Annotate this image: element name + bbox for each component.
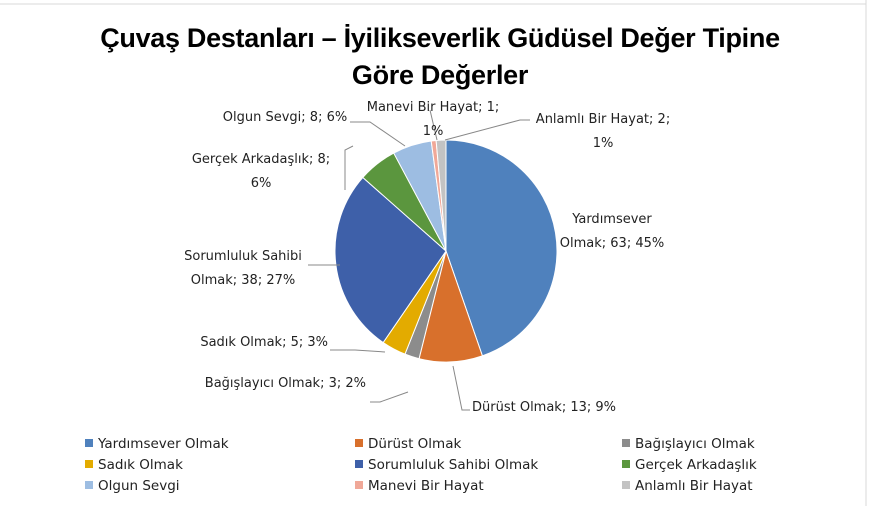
legend-swatch <box>355 439 363 447</box>
legend-swatch <box>622 481 630 489</box>
legend-swatch <box>85 481 93 489</box>
pie-slice <box>445 139 558 357</box>
legend-item: Manevi Bir Hayat <box>355 478 484 494</box>
legend-swatch <box>622 460 630 468</box>
legend-item: Yardımsever Olmak <box>85 436 229 452</box>
legend-item: Gerçek Arkadaşlık <box>622 457 757 473</box>
data-label: Olgun Sevgi; 8; 6% <box>222 110 348 125</box>
legend-label: Sorumluluk Sahibi Olmak <box>368 457 539 473</box>
legend-label: Dürüst Olmak <box>368 436 462 452</box>
legend-item: Sadık Olmak <box>85 457 183 473</box>
legend-item: Sorumluluk Sahibi Olmak <box>355 457 538 473</box>
legend-swatch <box>85 460 93 468</box>
legend-label: Bağışlayıcı Olmak <box>635 436 755 452</box>
legend-label: Anlamlı Bir Hayat <box>635 478 753 494</box>
leader-lines <box>308 109 530 411</box>
data-label: Manevi Bir Hayat; 1; 1% <box>366 100 500 139</box>
pie <box>334 139 558 363</box>
legend-item: Bağışlayıcı Olmak <box>622 436 755 452</box>
legend-item: Dürüst Olmak <box>355 436 461 452</box>
data-label: Anlamlı Bir Hayat; 2; 1% <box>535 112 671 151</box>
data-label: Yardımsever Olmak; 63; 45% <box>559 212 665 251</box>
data-label: Dürüst Olmak; 13; 9% <box>472 400 617 415</box>
data-label: Bağışlayıcı Olmak; 3; 2% <box>204 376 366 391</box>
legend-swatch <box>355 481 363 489</box>
legend-label: Manevi Bir Hayat <box>368 478 484 494</box>
legend-label: Olgun Sevgi <box>98 478 180 494</box>
legend-item: Anlamlı Bir Hayat <box>622 478 753 494</box>
legend-swatch <box>355 460 363 468</box>
legend-label: Sadık Olmak <box>98 457 183 473</box>
legend-swatch <box>85 439 93 447</box>
legend-item: Olgun Sevgi <box>85 478 180 494</box>
data-label: Sadık Olmak; 5; 3% <box>200 335 328 350</box>
legend-swatch <box>622 439 630 447</box>
chart-title: Çuvaş Destanları – İyilikseverlik Güdüse… <box>100 23 780 90</box>
legend-label: Gerçek Arkadaşlık <box>635 457 757 473</box>
data-label: Sorumluluk Sahibi Olmak; 38; 27% <box>184 249 302 288</box>
data-label: Gerçek Arkadaşlık; 8; 6% <box>191 152 331 191</box>
legend-label: Yardımsever Olmak <box>98 436 229 452</box>
